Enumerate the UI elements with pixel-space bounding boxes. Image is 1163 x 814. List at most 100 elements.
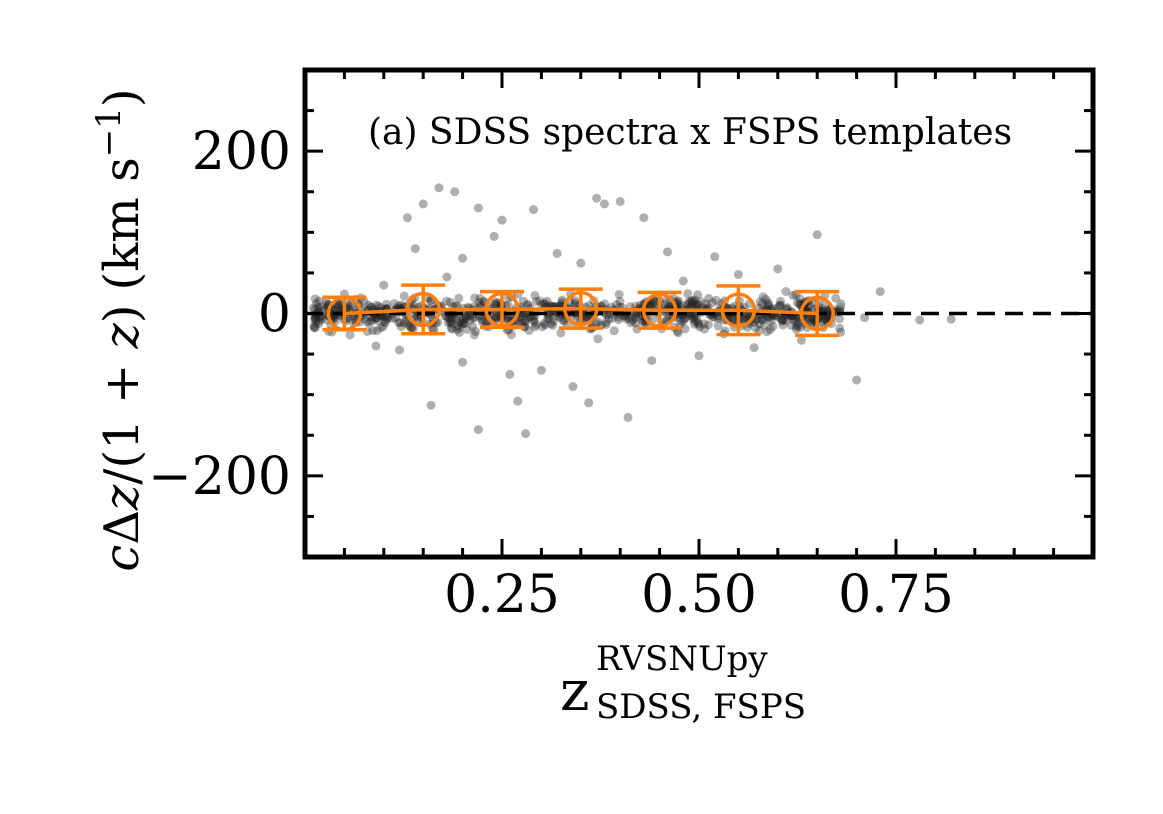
scatter-point bbox=[445, 318, 455, 328]
ylabel-mid: /(1 + bbox=[94, 349, 150, 485]
scatter-point bbox=[615, 196, 625, 206]
scatter-point bbox=[364, 300, 374, 310]
series-layer bbox=[322, 283, 840, 338]
scatter-point bbox=[791, 317, 801, 327]
scatter-point bbox=[687, 299, 697, 309]
scatter-point bbox=[309, 323, 319, 333]
scatter-point bbox=[777, 315, 787, 325]
scatter-point bbox=[678, 301, 688, 311]
scatter-point bbox=[623, 412, 633, 422]
ylabel-z: z bbox=[94, 484, 150, 511]
scatter-point bbox=[660, 300, 670, 310]
tick-labels: 0.25 0.50 0.75 −200 0 200 bbox=[148, 122, 954, 625]
scatter-point bbox=[548, 316, 558, 326]
scatter-point bbox=[817, 303, 827, 313]
scatter-point bbox=[591, 319, 601, 329]
scatter-point bbox=[755, 297, 765, 307]
scatter-point bbox=[503, 300, 513, 310]
scatter-point bbox=[682, 300, 692, 310]
scatter-point bbox=[529, 205, 539, 215]
scatter-point bbox=[757, 299, 767, 309]
scatter-point bbox=[447, 324, 457, 334]
y-tick-label: 0 bbox=[258, 285, 291, 345]
ylabel-c: c bbox=[94, 545, 150, 572]
scatter-point bbox=[859, 313, 869, 323]
scatter-point bbox=[821, 313, 831, 323]
scatter-point bbox=[687, 297, 697, 307]
scatter-point bbox=[314, 316, 324, 326]
scatter-point bbox=[568, 382, 578, 392]
scatter-point bbox=[757, 315, 767, 325]
scatter-point bbox=[490, 297, 500, 307]
scatter-point bbox=[473, 203, 483, 213]
scatter-point bbox=[646, 300, 656, 310]
scatter-point bbox=[452, 325, 462, 335]
scatter-point bbox=[766, 316, 776, 326]
scatter-point bbox=[836, 299, 846, 309]
scatter-point bbox=[763, 298, 773, 308]
scatter-point bbox=[316, 314, 326, 324]
scatter-point bbox=[442, 272, 452, 282]
scatter-point bbox=[685, 297, 695, 307]
ylabel-delta: Δ bbox=[94, 510, 150, 545]
scatter-point bbox=[382, 314, 392, 324]
scatter-point bbox=[704, 293, 714, 303]
scatter-point bbox=[817, 317, 827, 327]
scatter-point bbox=[820, 314, 830, 324]
scatter-point bbox=[768, 321, 778, 331]
scatter-point bbox=[542, 314, 552, 324]
scatter-point bbox=[362, 317, 372, 327]
y-axis-label: cΔz/(1 + z) (km s−1) bbox=[89, 88, 150, 571]
scatter-point bbox=[733, 270, 743, 280]
scatter-point bbox=[530, 290, 540, 300]
xlabel-superscript: RVSNUpy bbox=[596, 639, 768, 679]
scatter-point bbox=[455, 317, 465, 327]
scatter-point bbox=[795, 322, 805, 332]
xlabel-symbol: z bbox=[560, 659, 590, 724]
scatter-point bbox=[576, 258, 586, 268]
scatter-point bbox=[368, 326, 378, 336]
scatter-point bbox=[604, 314, 614, 324]
scatter-point bbox=[696, 297, 706, 307]
scatter-point bbox=[344, 301, 354, 311]
scatter-point bbox=[788, 314, 798, 324]
scatter-point bbox=[694, 351, 704, 361]
scatter-point bbox=[593, 334, 603, 344]
scatter-point bbox=[792, 298, 802, 308]
scatter-point bbox=[713, 313, 723, 323]
scatter-point bbox=[394, 318, 404, 328]
scatter-point bbox=[751, 323, 761, 333]
scatter-point bbox=[835, 323, 845, 333]
scatter-point bbox=[570, 298, 580, 308]
axes-frame bbox=[302, 67, 1096, 560]
chart-annotation: (a) SDSS spectra x FSPS templates bbox=[368, 112, 1012, 153]
scatter-point bbox=[761, 294, 771, 304]
scatter-point bbox=[502, 314, 512, 324]
scatter-point bbox=[713, 321, 723, 331]
scatter-point bbox=[543, 309, 553, 319]
scatter-point bbox=[371, 313, 381, 323]
ylabel-unit-close: ) bbox=[94, 88, 150, 107]
ylabel-z2: z bbox=[94, 323, 150, 350]
scatter-point bbox=[639, 213, 649, 223]
scatter-point bbox=[690, 316, 700, 326]
scatter-point bbox=[628, 315, 638, 325]
scatter-point bbox=[377, 311, 387, 321]
scatter-point bbox=[334, 300, 344, 310]
scatter-point bbox=[446, 323, 456, 333]
scatter-point bbox=[389, 298, 399, 308]
scatter-point bbox=[599, 299, 609, 309]
scatter-point bbox=[805, 301, 815, 311]
scatter-point bbox=[674, 296, 684, 306]
scatter-point bbox=[404, 321, 414, 331]
scatter-point bbox=[687, 314, 697, 324]
scatter-point bbox=[314, 319, 324, 329]
scatter-point bbox=[462, 324, 472, 334]
scatter-point bbox=[749, 343, 759, 353]
scatter-point bbox=[762, 327, 772, 337]
scatter-point bbox=[680, 313, 690, 323]
series-marker bbox=[641, 292, 678, 329]
scatter-point bbox=[807, 318, 817, 328]
scatter-point bbox=[683, 289, 693, 299]
ylabel-unit: (km s bbox=[94, 157, 150, 290]
